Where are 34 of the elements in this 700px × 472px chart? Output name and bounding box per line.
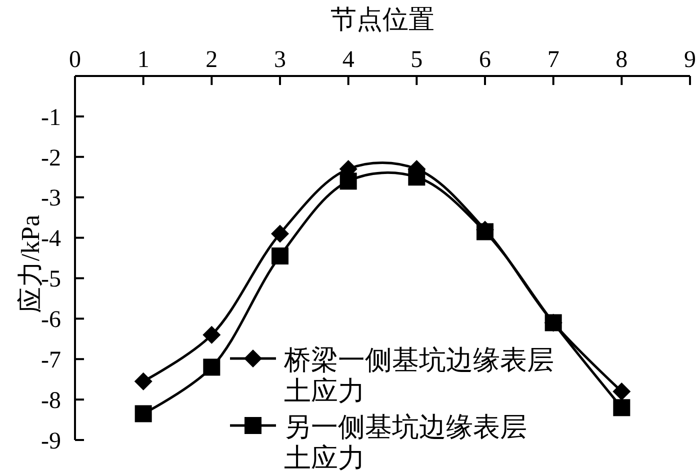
x-tick-label: 9 <box>684 47 696 73</box>
y-tick-label: -6 <box>41 307 61 334</box>
point <box>408 168 426 186</box>
x-tick-label: 8 <box>616 47 628 73</box>
point <box>340 172 357 190</box>
point <box>134 372 152 390</box>
point <box>202 326 221 344</box>
y-tick-label: -1 <box>41 104 61 131</box>
x-tick-label: 0 <box>69 47 81 73</box>
x-tick-label: 7 <box>547 47 560 73</box>
x-tick-label: 3 <box>274 47 286 73</box>
point <box>203 358 220 376</box>
point <box>544 314 562 332</box>
y-tick-label: -2 <box>41 145 61 172</box>
y-tick-label: -9 <box>41 428 61 454</box>
y-tick-label: -3 <box>41 186 61 212</box>
x-tick-label: 6 <box>479 47 491 73</box>
legend-label: 桥梁一侧基坑边缘表层土应力 <box>283 344 554 406</box>
point <box>613 399 630 416</box>
point <box>134 405 152 422</box>
point <box>612 382 631 400</box>
y-tick-label: -5 <box>41 266 61 293</box>
point <box>272 247 288 264</box>
x-tick-label: 1 <box>137 47 150 73</box>
y-tick-label: -4 <box>41 226 61 252</box>
x-tick-label: 5 <box>410 47 423 73</box>
point <box>476 223 494 240</box>
x-tick-label: 4 <box>342 47 354 73</box>
y-tick-label: -7 <box>41 348 61 374</box>
x-tick-label: 2 <box>206 47 218 73</box>
legend-label: 另一侧基坑边缘表层土应力 <box>284 412 527 472</box>
y-tick-label: -8 <box>41 388 61 414</box>
x-axis-title: 节点位置 <box>330 5 434 34</box>
point <box>271 224 289 243</box>
